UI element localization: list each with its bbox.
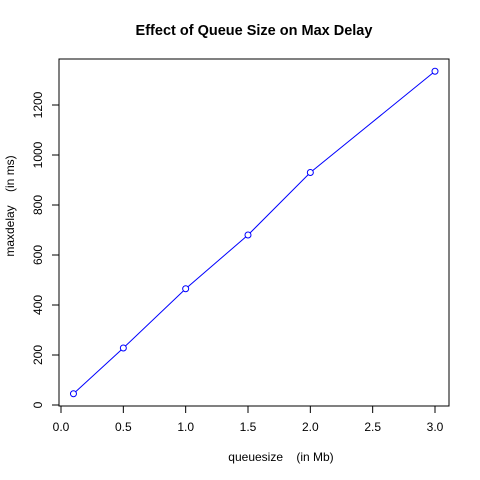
y-tick-label: 1200	[31, 91, 45, 118]
y-tick-label: 0	[31, 401, 45, 408]
data-point	[431, 67, 439, 75]
x-axis-label: queuesize (in Mb)	[228, 450, 333, 464]
series-line	[73, 70, 436, 395]
x-tick-label: 2.5	[364, 420, 381, 434]
y-axis-label: maxdelay (in ms)	[3, 155, 17, 256]
y-tick-label: 1000	[31, 141, 45, 168]
x-tick-label: 2.0	[302, 420, 319, 434]
y-tick-label: 600	[31, 245, 45, 265]
x-tick-label: 3.0	[427, 420, 444, 434]
series-layer	[69, 67, 439, 398]
x-tick-label: 1.0	[177, 420, 194, 434]
data-point	[306, 169, 314, 176]
data-point	[182, 285, 190, 293]
x-tick-label: 0.5	[115, 420, 132, 434]
x-axis: 0.0 0.5 1.0 1.5 2.0 2.5 3.0	[53, 405, 444, 434]
y-tick-label: 200	[31, 345, 45, 365]
chart-title: Effect of Queue Size on Max Delay	[136, 23, 373, 39]
y-axis: 0 200 400 600 800 1000 1200	[31, 91, 60, 408]
x-tick-label: 1.5	[240, 420, 257, 434]
y-tick-label: 400	[31, 295, 45, 315]
data-point	[69, 390, 77, 398]
x-tick-label: 0.0	[53, 420, 70, 434]
y-tick-label: 800	[31, 195, 45, 215]
data-point	[119, 344, 127, 352]
data-point	[244, 231, 252, 239]
